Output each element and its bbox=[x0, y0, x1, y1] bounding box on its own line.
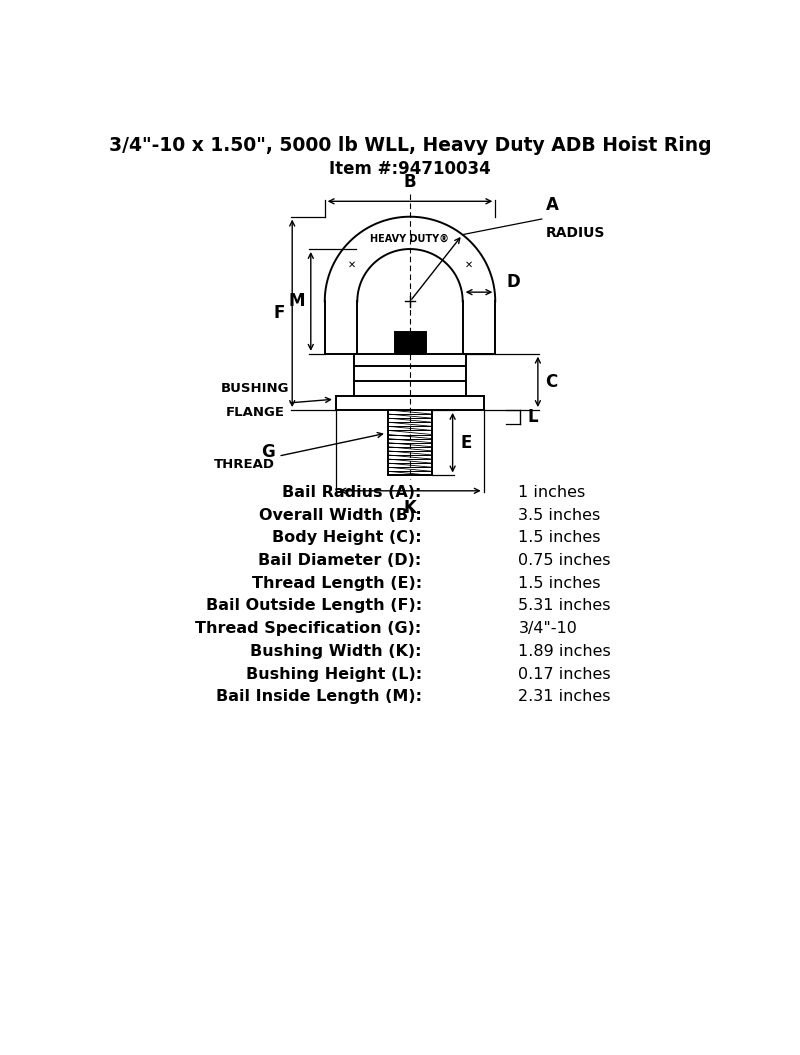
Text: 3/4"-10 x 1.50", 5000 lb WLL, Heavy Duty ADB Hoist Ring: 3/4"-10 x 1.50", 5000 lb WLL, Heavy Duty… bbox=[109, 136, 711, 155]
Text: 0.75 inches: 0.75 inches bbox=[518, 553, 611, 568]
Text: E: E bbox=[460, 434, 472, 452]
Text: Bail Diameter (D):: Bail Diameter (D): bbox=[258, 553, 422, 568]
Text: 1 inches: 1 inches bbox=[518, 485, 586, 500]
Text: K: K bbox=[403, 499, 417, 517]
Text: Bail Outside Length (F):: Bail Outside Length (F): bbox=[206, 598, 422, 613]
Text: F: F bbox=[273, 304, 285, 323]
Text: 1.5 inches: 1.5 inches bbox=[518, 531, 601, 545]
Text: Thread Length (E):: Thread Length (E): bbox=[251, 576, 422, 591]
Text: B: B bbox=[404, 173, 416, 191]
Text: M: M bbox=[288, 292, 305, 310]
Text: 5.31 inches: 5.31 inches bbox=[518, 598, 611, 613]
Text: A: A bbox=[546, 195, 558, 213]
Text: Bail Radius (A):: Bail Radius (A): bbox=[282, 485, 422, 500]
Text: FLANGE: FLANGE bbox=[226, 406, 285, 419]
Text: HEAVY DUTY®: HEAVY DUTY® bbox=[370, 233, 450, 244]
Text: ✕: ✕ bbox=[465, 261, 473, 270]
Text: BUSHING: BUSHING bbox=[221, 382, 290, 396]
Text: Item #:94710034: Item #:94710034 bbox=[329, 160, 491, 178]
Text: Thread Specification (G):: Thread Specification (G): bbox=[195, 621, 422, 636]
Polygon shape bbox=[394, 332, 426, 353]
Text: THREAD: THREAD bbox=[214, 458, 274, 472]
Text: Bushing Width (K):: Bushing Width (K): bbox=[250, 644, 422, 659]
Text: Body Height (C):: Body Height (C): bbox=[272, 531, 422, 545]
Text: 1.89 inches: 1.89 inches bbox=[518, 644, 611, 659]
Text: 1.5 inches: 1.5 inches bbox=[518, 576, 601, 591]
Text: Bail Inside Length (M):: Bail Inside Length (M): bbox=[216, 689, 422, 705]
Text: Overall Width (B):: Overall Width (B): bbox=[259, 507, 422, 522]
Text: ✕: ✕ bbox=[347, 261, 355, 270]
Text: 3.5 inches: 3.5 inches bbox=[518, 507, 601, 522]
Text: D: D bbox=[507, 272, 521, 290]
Text: C: C bbox=[546, 372, 558, 390]
Text: 3/4"-10: 3/4"-10 bbox=[518, 621, 578, 636]
Text: G: G bbox=[261, 443, 274, 461]
Text: Bushing Height (L):: Bushing Height (L): bbox=[246, 667, 422, 682]
Text: 2.31 inches: 2.31 inches bbox=[518, 689, 611, 705]
Text: RADIUS: RADIUS bbox=[546, 226, 605, 239]
Text: L: L bbox=[528, 408, 538, 426]
Text: 0.17 inches: 0.17 inches bbox=[518, 667, 611, 682]
